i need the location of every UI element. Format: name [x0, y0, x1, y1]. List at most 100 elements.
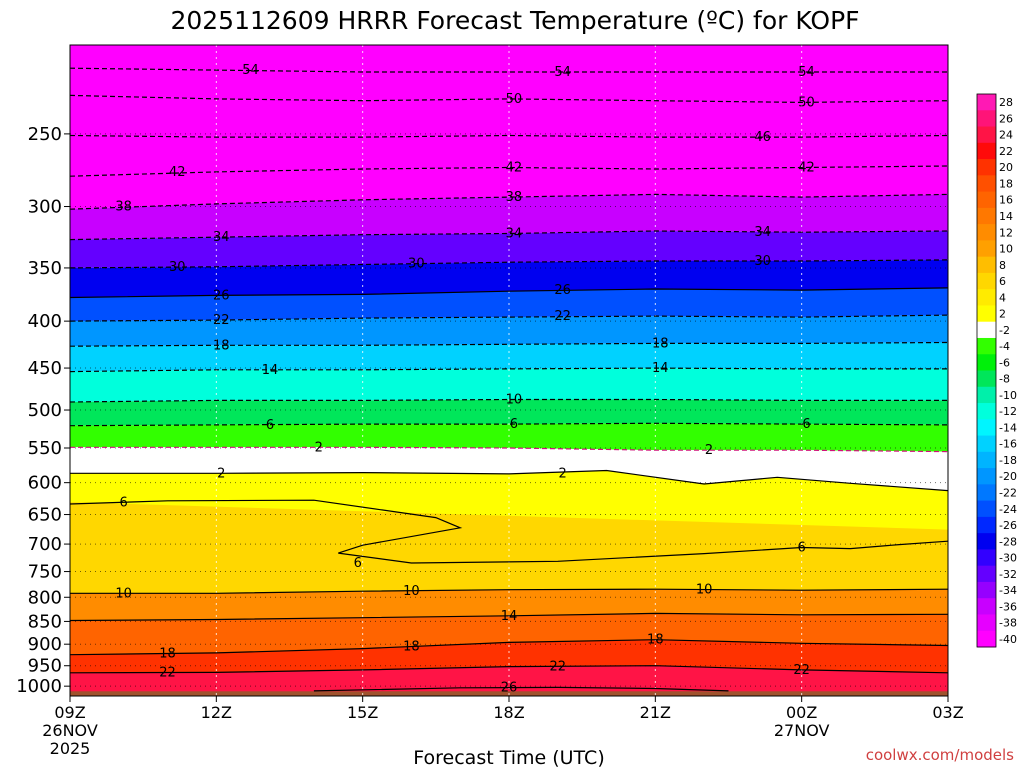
contour-label: 10 [115, 586, 132, 601]
colorbar-swatch [977, 321, 996, 339]
colorbar-tick-label: -22 [999, 486, 1017, 499]
contour-label: 30 [754, 254, 771, 269]
contour-line [70, 665, 948, 674]
colorbar-swatch [977, 468, 996, 485]
colorbar-swatch [977, 256, 996, 274]
colorbar-swatch [977, 451, 996, 469]
contour-label: 10 [696, 583, 713, 598]
contour-line [70, 398, 948, 403]
y-tick-label: 600 [28, 473, 62, 494]
colorbar-tick-label: 6 [999, 275, 1006, 288]
colorbar-swatch [977, 240, 996, 258]
contour-label: 38 [506, 190, 523, 205]
x-tick-date-label: 26NOV [42, 721, 98, 740]
contour-label: 18 [213, 338, 230, 353]
colorbar-tick-label: 14 [999, 210, 1013, 223]
contour-label: 14 [652, 361, 669, 376]
contour-label: 10 [506, 393, 523, 408]
temperature-band-cool [70, 470, 948, 530]
y-tick-label: 900 [28, 634, 62, 655]
colorbar-swatch [977, 435, 996, 453]
contour-line [70, 639, 948, 656]
colorbar-tick-label: 18 [999, 177, 1013, 190]
colorbar-swatch [977, 598, 996, 615]
contour-label: 30 [408, 256, 425, 271]
temperature-band [70, 315, 948, 347]
contour-line [70, 422, 948, 427]
colorbar-swatch [977, 533, 996, 550]
colorbar-swatch [977, 191, 996, 209]
colorbar-tick-label: -26 [999, 519, 1017, 532]
contour-label: 2 [315, 440, 323, 455]
y-tick-label: 650 [28, 505, 62, 526]
colorbar-tick-label: 10 [999, 243, 1013, 256]
colorbar-tick-label: 4 [999, 291, 1006, 304]
colorbar-tick-label: -34 [999, 584, 1017, 597]
colorbar-swatch [977, 565, 996, 583]
contour-line [70, 499, 948, 564]
contour-label: 6 [120, 496, 128, 511]
contour-line [70, 341, 948, 347]
y-tick-label: 700 [28, 534, 62, 555]
colorbar-swatch [977, 224, 996, 241]
temperature-band [70, 95, 948, 138]
y-tick-label: 350 [28, 258, 62, 279]
colorbar-swatch [977, 516, 996, 534]
colorbar-tick-label: -24 [999, 503, 1017, 516]
colorbar-tick-label: -36 [999, 600, 1017, 613]
y-tick-label: 800 [28, 587, 62, 608]
contour-line [70, 367, 948, 373]
colorbar-swatch [977, 549, 996, 567]
colorbar-swatch [977, 630, 996, 648]
contour-label: 2 [217, 466, 225, 481]
colorbar-tick-label: -32 [999, 568, 1017, 581]
y-tick-label: 300 [28, 197, 62, 218]
colorbar-swatch [977, 484, 996, 502]
contour-label: 22 [550, 660, 567, 675]
colorbar-swatch [977, 581, 996, 599]
contour-line [70, 134, 948, 138]
colorbar-tick-label: -2 [999, 324, 1010, 337]
colorbar-tick-label: -30 [999, 552, 1017, 565]
contour-label: 54 [242, 63, 259, 78]
x-tick-label: 00Z [786, 703, 817, 722]
contour-label: 26 [501, 680, 518, 695]
temperature-band [70, 194, 948, 240]
colorbar-tick-label: -38 [999, 617, 1017, 630]
contour-label: 50 [798, 95, 815, 110]
x-tick-label: 21Z [640, 703, 671, 722]
colorbar-tick-label: 24 [999, 129, 1013, 142]
chart-title: 2025112609 HRRR Forecast Temperature (ºC… [170, 6, 859, 35]
colorbar-swatch [977, 110, 996, 128]
colorbar-frame [976, 93, 997, 648]
colorbar-tick-label: 20 [999, 161, 1013, 174]
temperature-band [70, 639, 948, 673]
x-tick-label: 09Z [54, 703, 85, 722]
y-tick-label: 1000 [16, 676, 62, 697]
contour-line [70, 446, 948, 453]
colorbar-tick-label: -8 [999, 373, 1010, 386]
temperature-band [70, 68, 948, 103]
contour-label: 26 [554, 283, 571, 298]
colorbar-swatch [977, 159, 996, 176]
contour-label: 6 [266, 418, 274, 433]
y-tick-label: 450 [28, 358, 62, 379]
contour-label: 18 [159, 646, 176, 661]
colorbar-tick-label: 28 [999, 96, 1013, 109]
temperature-band-warm [70, 500, 948, 594]
x-tick-label: 03Z [932, 703, 963, 722]
contour-label: 54 [798, 65, 815, 80]
y-tick-label: 250 [28, 124, 62, 145]
y-tick-label: 400 [28, 311, 62, 332]
contour-label: 42 [169, 165, 186, 180]
contour-label: 34 [754, 225, 771, 240]
x-tick-label: 18Z [493, 703, 524, 722]
colorbar-swatch [977, 500, 996, 518]
colorbar-tick-label: -10 [999, 389, 1017, 402]
colorbar-tick-label: 2 [999, 308, 1006, 321]
y-tick-label: 750 [28, 562, 62, 583]
contour-label: 30 [169, 260, 186, 275]
